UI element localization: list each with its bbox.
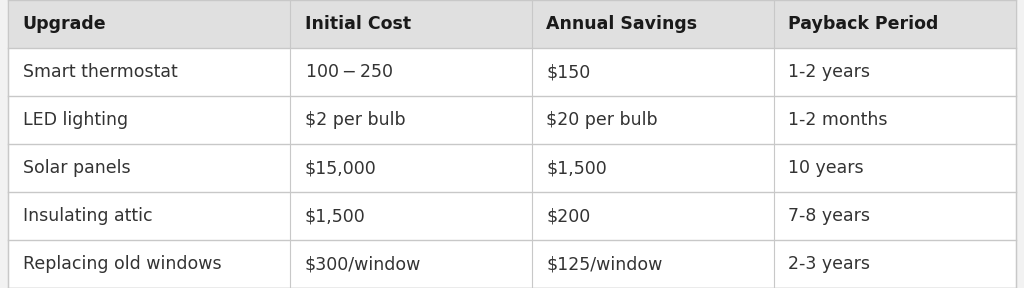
Text: Initial Cost: Initial Cost (305, 15, 411, 33)
Bar (8, 0, 1016, 48)
Text: Annual Savings: Annual Savings (547, 15, 697, 33)
Text: $2 per bulb: $2 per bulb (305, 111, 406, 129)
Text: Insulating attic: Insulating attic (23, 207, 153, 225)
Text: 10 years: 10 years (788, 159, 864, 177)
Text: $200: $200 (547, 207, 591, 225)
Text: Payback Period: Payback Period (788, 15, 939, 33)
Text: Replacing old windows: Replacing old windows (23, 255, 221, 273)
Text: Smart thermostat: Smart thermostat (23, 63, 177, 81)
Text: 7-8 years: 7-8 years (788, 207, 870, 225)
Text: $1,500: $1,500 (547, 159, 607, 177)
Text: LED lighting: LED lighting (23, 111, 128, 129)
Text: Upgrade: Upgrade (23, 15, 106, 33)
Text: $100-$250: $100-$250 (305, 63, 393, 81)
Text: Solar panels: Solar panels (23, 159, 130, 177)
Text: 1-2 years: 1-2 years (788, 63, 870, 81)
Text: 2-3 years: 2-3 years (788, 255, 870, 273)
Text: $150: $150 (547, 63, 591, 81)
Text: $125/window: $125/window (547, 255, 663, 273)
Text: $1,500: $1,500 (305, 207, 366, 225)
Text: $15,000: $15,000 (305, 159, 377, 177)
Text: $20 per bulb: $20 per bulb (547, 111, 658, 129)
Text: 1-2 months: 1-2 months (788, 111, 888, 129)
Text: $300/window: $300/window (305, 255, 421, 273)
